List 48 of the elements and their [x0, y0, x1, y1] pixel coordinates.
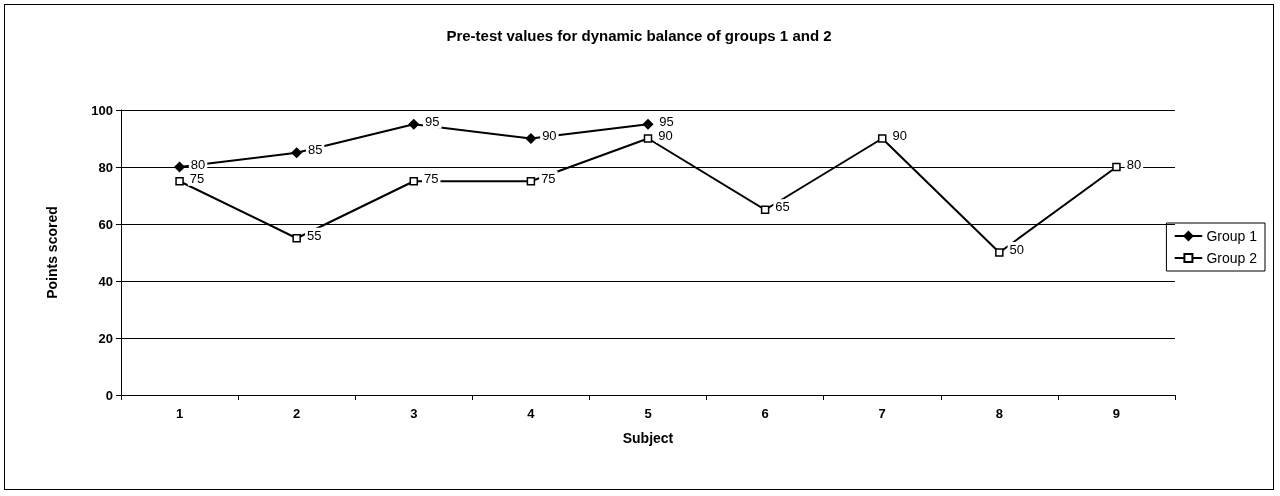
data-label: 50 [1009, 242, 1025, 257]
data-label: 90 [658, 128, 673, 143]
point [409, 177, 419, 186]
x-tick-label: 5 [644, 406, 652, 421]
point [642, 119, 654, 130]
point [525, 133, 537, 144]
y-tick-label: 40 [98, 273, 113, 289]
x-tick-label: 3 [410, 406, 418, 421]
data-label: 85 [307, 142, 323, 158]
chart-title: Pre-test values for dynamic balance of groups 1 and 2 [446, 27, 832, 44]
point [408, 119, 420, 130]
y-axis-title: Points scored [44, 206, 60, 299]
data-label: 90 [542, 128, 557, 143]
point [292, 234, 301, 243]
point [175, 177, 184, 186]
x-tick-label: 8 [995, 406, 1003, 421]
x-tick-label: 4 [527, 406, 536, 421]
data-label: 55 [306, 227, 322, 243]
data-label: 95 [659, 113, 674, 129]
point [877, 134, 887, 143]
data-label: 95 [425, 113, 440, 129]
data-label: 75 [541, 170, 556, 186]
point [1112, 162, 1121, 172]
data-label: 90 [892, 128, 907, 143]
y-tick-label: 80 [98, 159, 113, 175]
x-axis-title: Subject [622, 430, 674, 446]
data-label: 80 [190, 156, 206, 172]
y-tick-label: 60 [98, 216, 113, 232]
x-tick-label: 1 [175, 406, 184, 421]
y-tick-label: 0 [105, 387, 113, 403]
data-label: 75 [189, 170, 205, 186]
point [643, 134, 653, 143]
x-tick-label: 6 [761, 406, 769, 421]
data-label: 80 [1126, 156, 1142, 172]
y-tick-label: 100 [91, 102, 113, 118]
data-label: 65 [775, 199, 790, 215]
y-tick-label: 20 [98, 330, 113, 346]
point [760, 205, 770, 214]
point [174, 161, 185, 173]
point [291, 147, 302, 158]
x-tick-label: 2 [293, 406, 301, 421]
x-tick-label: 9 [1112, 406, 1121, 421]
legend-label: Group 1 [1206, 228, 1258, 244]
point [995, 248, 1004, 257]
point [526, 177, 536, 186]
legend-label: Group 2 [1206, 250, 1258, 266]
data-label: 75 [424, 170, 439, 186]
x-tick-label: 7 [878, 406, 886, 421]
